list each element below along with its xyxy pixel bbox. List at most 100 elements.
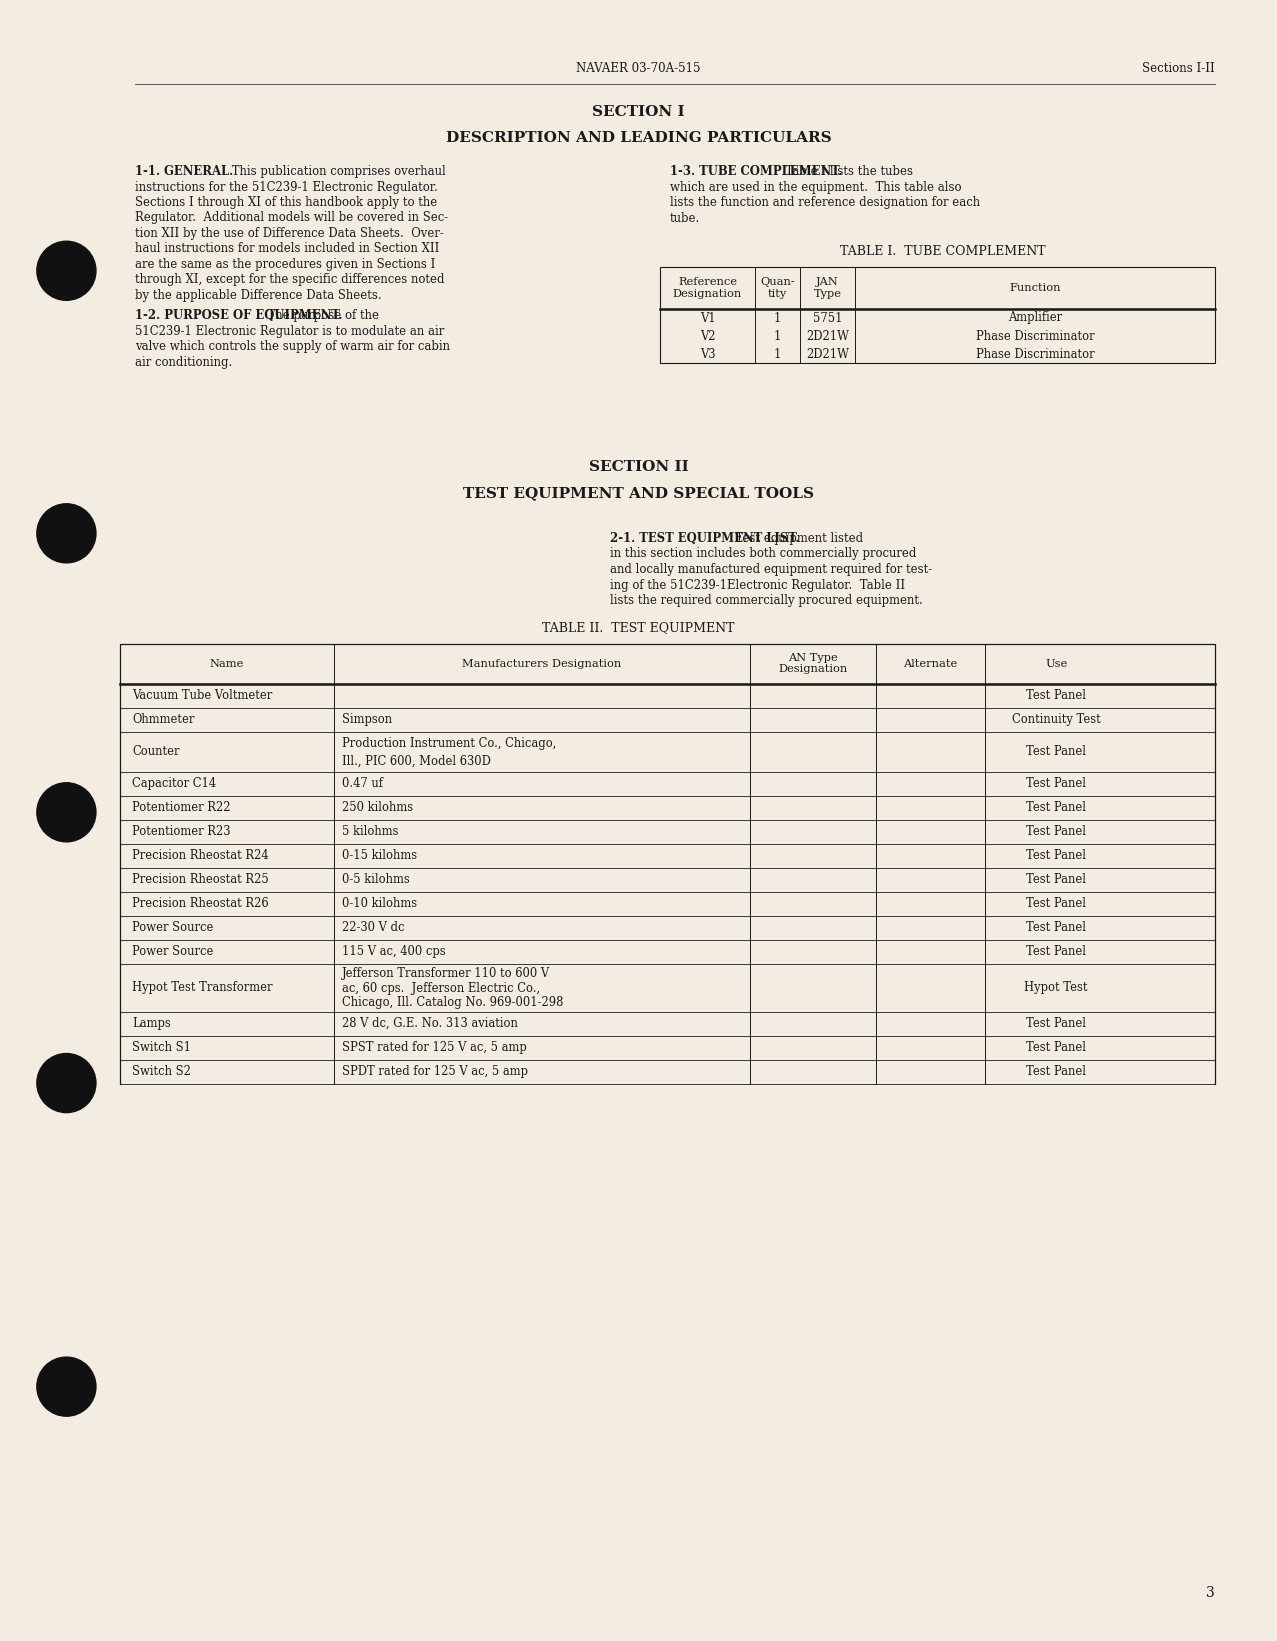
Text: 22-30 V dc: 22-30 V dc [341, 921, 404, 934]
Text: TEST EQUIPMENT AND SPECIAL TOOLS: TEST EQUIPMENT AND SPECIAL TOOLS [464, 486, 813, 501]
Text: Precision Rheostat R25: Precision Rheostat R25 [132, 873, 268, 886]
Text: SECTION I: SECTION I [593, 105, 684, 120]
Text: Continuity Test: Continuity Test [1011, 712, 1101, 725]
Text: 1: 1 [774, 312, 782, 325]
Text: ing of the 51C239-1Electronic Regulator.  Table II: ing of the 51C239-1Electronic Regulator.… [610, 579, 905, 591]
Text: Production Instrument Co., Chicago,: Production Instrument Co., Chicago, [341, 737, 555, 750]
Text: V3: V3 [700, 348, 715, 361]
Text: through XI, except for the specific differences noted: through XI, except for the specific diff… [135, 274, 444, 287]
Text: Test Panel: Test Panel [1027, 745, 1087, 758]
Text: Hypot Test Transformer: Hypot Test Transformer [132, 981, 272, 994]
Text: valve which controls the supply of warm air for cabin: valve which controls the supply of warm … [135, 340, 450, 353]
Text: 28 V dc, G.E. No. 313 aviation: 28 V dc, G.E. No. 313 aviation [341, 1017, 517, 1031]
Text: Switch S2: Switch S2 [132, 1065, 190, 1078]
Text: 5 kilohms: 5 kilohms [341, 825, 398, 839]
Text: SPST rated for 125 V ac, 5 amp: SPST rated for 125 V ac, 5 amp [341, 1040, 526, 1054]
Text: 1: 1 [774, 348, 782, 361]
Text: Ohmmeter: Ohmmeter [132, 712, 194, 725]
Circle shape [37, 1054, 96, 1113]
Text: Power Source: Power Source [132, 921, 213, 934]
Text: Ill., PIC 600, Model 630D: Ill., PIC 600, Model 630D [341, 755, 490, 768]
Text: Potentiomer R23: Potentiomer R23 [132, 825, 231, 839]
Text: and locally manufactured equipment required for test-: and locally manufactured equipment requi… [610, 563, 932, 576]
Text: Lamps: Lamps [132, 1017, 171, 1031]
Text: Test Panel: Test Panel [1027, 776, 1087, 789]
Text: 1: 1 [774, 330, 782, 343]
Text: DESCRIPTION AND LEADING PARTICULARS: DESCRIPTION AND LEADING PARTICULARS [446, 131, 831, 144]
Text: JAN
Type: JAN Type [813, 277, 842, 299]
Text: lists the required commercially procured equipment.: lists the required commercially procured… [610, 594, 923, 607]
Text: Precision Rheostat R24: Precision Rheostat R24 [132, 848, 268, 862]
Text: AN Type
Designation: AN Type Designation [778, 653, 847, 674]
Text: Reference
Designation: Reference Designation [673, 277, 742, 299]
Text: Manufacturers Designation: Manufacturers Designation [462, 658, 621, 668]
Text: Power Source: Power Source [132, 945, 213, 958]
Text: 0-10 kilohms: 0-10 kilohms [341, 898, 416, 911]
Text: Test Panel: Test Panel [1027, 921, 1087, 934]
Text: 0.47 uf: 0.47 uf [341, 776, 383, 789]
Bar [120, 643, 1214, 684]
Text: Test equipment listed: Test equipment listed [728, 532, 863, 545]
Text: SECTION II: SECTION II [589, 459, 688, 474]
Text: 2D21W: 2D21W [806, 348, 849, 361]
Text: Jefferson Transformer 110 to 600 V: Jefferson Transformer 110 to 600 V [341, 967, 549, 980]
Text: TABLE II.  TEST EQUIPMENT: TABLE II. TEST EQUIPMENT [543, 622, 734, 635]
Text: 5751: 5751 [812, 312, 843, 325]
Text: 1-1. GENERAL.: 1-1. GENERAL. [135, 166, 234, 177]
Text: Vacuum Tube Voltmeter: Vacuum Tube Voltmeter [132, 689, 272, 702]
Text: Phase Discriminator: Phase Discriminator [976, 348, 1094, 361]
Text: Simpson: Simpson [341, 712, 392, 725]
Text: in this section includes both commercially procured: in this section includes both commercial… [610, 548, 917, 561]
Text: Potentiomer R22: Potentiomer R22 [132, 801, 231, 814]
Text: Alternate: Alternate [903, 658, 958, 668]
Text: 1-3. TUBE COMPLEMENT.: 1-3. TUBE COMPLEMENT. [670, 166, 843, 177]
Text: 51C239-1 Electronic Regulator is to modulate an air: 51C239-1 Electronic Regulator is to modu… [135, 325, 444, 338]
Text: lists the function and reference designation for each: lists the function and reference designa… [670, 195, 981, 208]
Text: 3: 3 [1207, 1585, 1214, 1600]
Text: ac, 60 cps.  Jefferson Electric Co.,: ac, 60 cps. Jefferson Electric Co., [341, 981, 540, 994]
Text: Table I lists the tubes: Table I lists the tubes [778, 166, 913, 177]
Bar [660, 267, 1214, 309]
Text: instructions for the 51C239-1 Electronic Regulator.: instructions for the 51C239-1 Electronic… [135, 181, 438, 194]
Circle shape [37, 1357, 96, 1416]
Text: haul instructions for models included in Section XII: haul instructions for models included in… [135, 243, 439, 256]
Text: 0-5 kilohms: 0-5 kilohms [341, 873, 409, 886]
Text: NAVAER 03-70A-515: NAVAER 03-70A-515 [576, 62, 701, 75]
Circle shape [37, 504, 96, 563]
Text: Switch S1: Switch S1 [132, 1040, 192, 1054]
Text: by the applicable Difference Data Sheets.: by the applicable Difference Data Sheets… [135, 289, 382, 302]
Text: 2-1. TEST EQUIPMENT LIST.: 2-1. TEST EQUIPMENT LIST. [610, 532, 799, 545]
Text: Test Panel: Test Panel [1027, 945, 1087, 958]
Text: Precision Rheostat R26: Precision Rheostat R26 [132, 898, 268, 911]
Text: TABLE I.  TUBE COMPLEMENT: TABLE I. TUBE COMPLEMENT [840, 245, 1046, 258]
Text: Sections I-II: Sections I-II [1142, 62, 1214, 75]
Text: which are used in the equipment.  This table also: which are used in the equipment. This ta… [670, 181, 962, 194]
Text: Test Panel: Test Panel [1027, 801, 1087, 814]
Text: The purpose of the: The purpose of the [261, 310, 379, 323]
Text: V2: V2 [700, 330, 715, 343]
Text: Phase Discriminator: Phase Discriminator [976, 330, 1094, 343]
Text: Counter: Counter [132, 745, 180, 758]
Text: are the same as the procedures given in Sections I: are the same as the procedures given in … [135, 258, 435, 271]
Text: Sections I through XI of this handbook apply to the: Sections I through XI of this handbook a… [135, 195, 437, 208]
Text: SPDT rated for 125 V ac, 5 amp: SPDT rated for 125 V ac, 5 amp [341, 1065, 527, 1078]
Text: tion XII by the use of Difference Data Sheets.  Over-: tion XII by the use of Difference Data S… [135, 226, 443, 240]
Text: Function: Function [1009, 282, 1061, 294]
Text: V1: V1 [700, 312, 715, 325]
Text: Test Panel: Test Panel [1027, 689, 1087, 702]
Text: Test Panel: Test Panel [1027, 1017, 1087, 1031]
Text: Test Panel: Test Panel [1027, 825, 1087, 839]
Text: tube.: tube. [670, 212, 700, 225]
Circle shape [37, 783, 96, 842]
Text: air conditioning.: air conditioning. [135, 356, 232, 369]
Text: Name: Name [209, 658, 244, 668]
Text: Test Panel: Test Panel [1027, 1040, 1087, 1054]
Text: Use: Use [1045, 658, 1068, 668]
Text: 250 kilohms: 250 kilohms [341, 801, 412, 814]
Text: 115 V ac, 400 cps: 115 V ac, 400 cps [341, 945, 446, 958]
Text: Amplifier: Amplifier [1008, 312, 1062, 325]
Text: Test Panel: Test Panel [1027, 848, 1087, 862]
Text: Test Panel: Test Panel [1027, 873, 1087, 886]
Text: 2D21W: 2D21W [806, 330, 849, 343]
Text: This publication comprises overhaul: This publication comprises overhaul [229, 166, 446, 177]
